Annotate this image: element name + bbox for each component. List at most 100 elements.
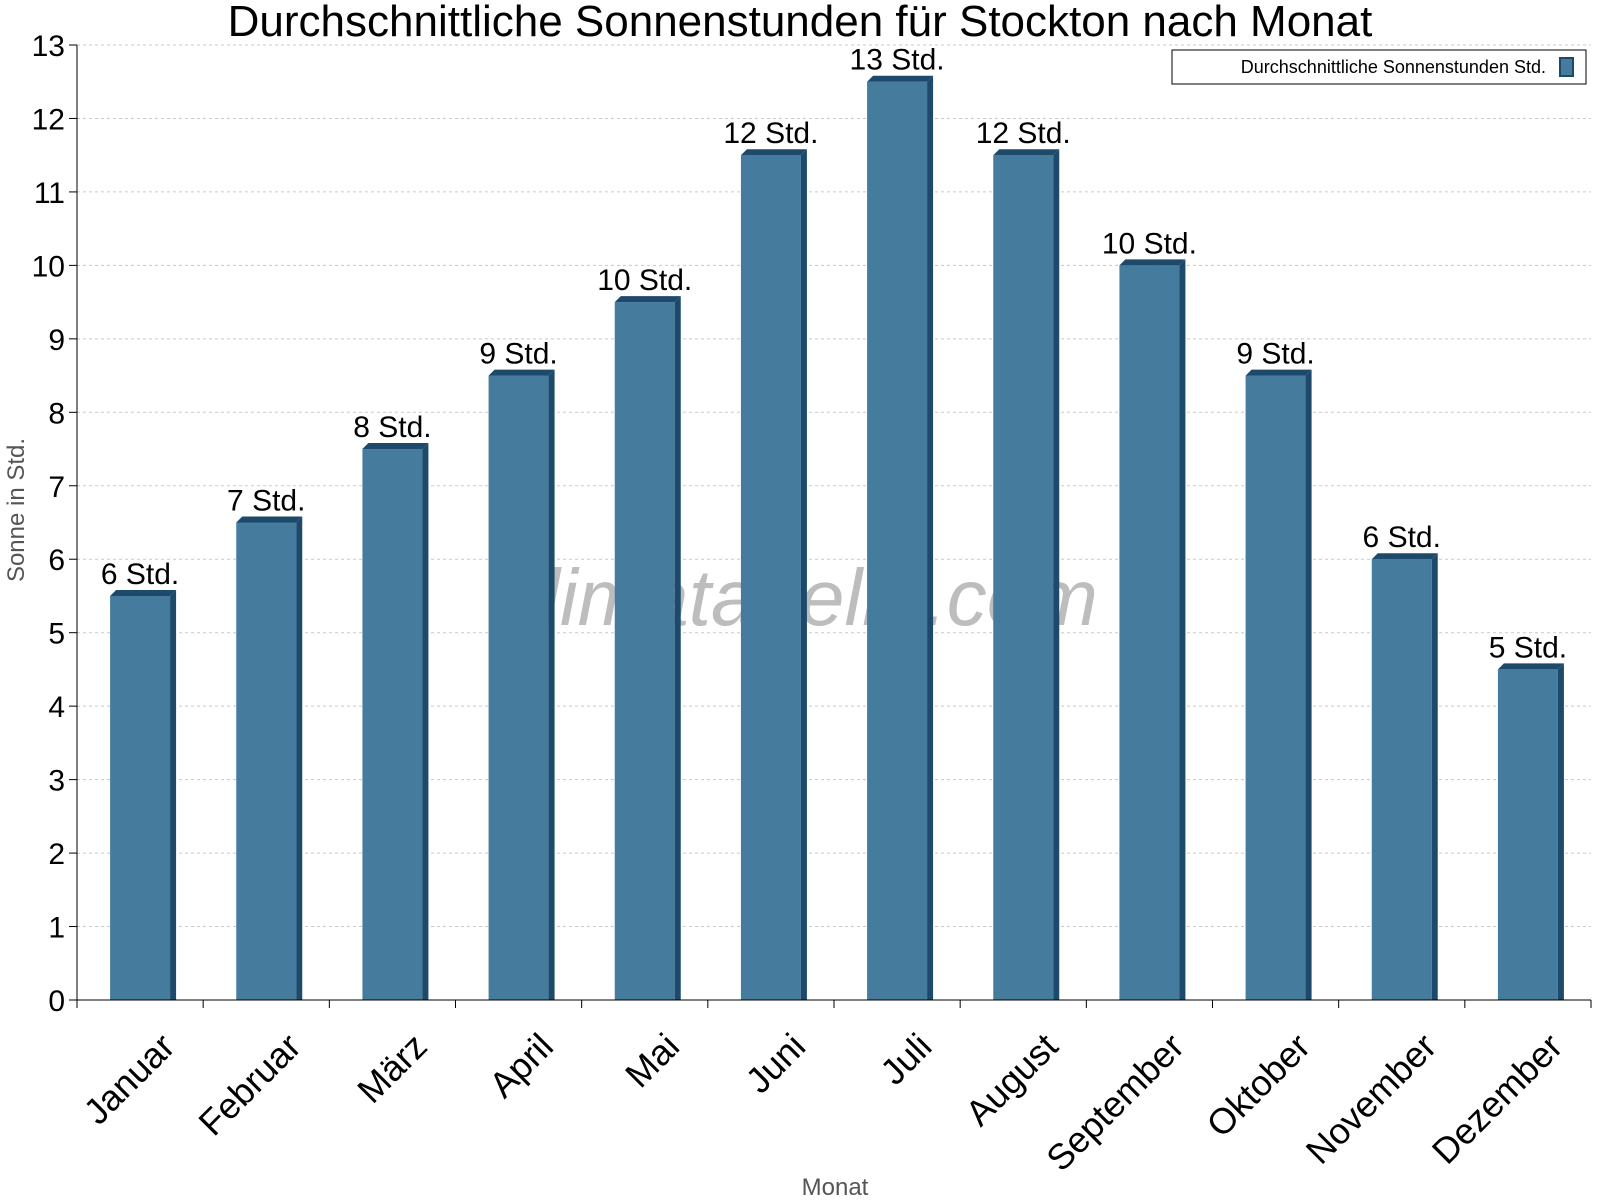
bar-face: [236, 522, 297, 1000]
bar-top: [614, 296, 681, 303]
bar-side: [800, 149, 807, 1000]
legend-box: [1171, 49, 1587, 85]
bar-side: [1053, 149, 1060, 1000]
y-tick-label: 3: [48, 765, 65, 798]
data-label: 5 Std.: [1489, 631, 1567, 664]
bar-top: [236, 516, 303, 523]
bar-märz: [362, 443, 429, 1000]
bar-face: [867, 81, 928, 1000]
bar-side: [1305, 369, 1312, 1001]
bars: [110, 75, 1564, 1001]
legend-label: Durchschnittliche Sonnenstunden Std.: [1241, 57, 1546, 77]
data-label: 12 Std.: [976, 117, 1071, 150]
y-tick-label: 4: [48, 691, 65, 724]
bar-top: [740, 149, 807, 156]
data-label: 13 Std.: [850, 44, 945, 77]
bar-september: [1119, 259, 1186, 1000]
y-tick-label: 13: [32, 30, 65, 63]
bar-face: [110, 595, 171, 1000]
bar-februar: [236, 516, 303, 1000]
x-tick-label: Juni: [738, 1025, 814, 1101]
bar-top: [867, 75, 934, 82]
bar-face: [614, 302, 675, 1001]
bar-juni: [740, 149, 807, 1000]
y-tick-label: 0: [48, 985, 65, 1018]
bar-dezember: [1497, 663, 1564, 1000]
y-tick-label: 9: [48, 324, 65, 357]
bar-side: [674, 296, 681, 1001]
bar-side: [296, 516, 303, 1000]
y-tick-label: 12: [32, 103, 65, 136]
y-tick-label: 11: [34, 177, 65, 210]
bar-face: [1119, 265, 1180, 1000]
bar-top: [362, 443, 429, 450]
data-label: 10 Std.: [597, 264, 692, 297]
bar-top: [488, 369, 555, 376]
bar-side: [422, 443, 429, 1000]
x-tick-label: Oktober: [1198, 1025, 1318, 1145]
axes: [69, 44, 1592, 1008]
bar-face: [488, 375, 549, 1001]
bar-face: [993, 155, 1054, 1000]
chart-title: Durchschnittliche Sonnenstunden für Stoc…: [228, 0, 1373, 46]
bar-top: [1371, 553, 1438, 560]
y-axis-label: Sonne in Std.: [3, 438, 30, 582]
bar-side: [548, 369, 555, 1001]
data-label: 6 Std.: [101, 558, 179, 591]
legend: Durchschnittliche Sonnenstunden Std.: [1171, 49, 1587, 85]
x-tick-label: Juli: [872, 1025, 939, 1092]
x-tick-label: Mai: [617, 1025, 687, 1095]
x-tick-label: September: [1038, 1025, 1192, 1179]
data-label: 9 Std.: [479, 338, 557, 371]
y-tick-label: 8: [48, 397, 65, 430]
data-labels: 6 Std. 7 Std. 8 Std. 9 Std. 10 Std. 12 Std. 13…: [101, 44, 1567, 665]
x-axis-label: Monat: [802, 1174, 869, 1200]
bar-top: [1245, 369, 1312, 376]
bar-side: [1431, 553, 1438, 1000]
bar-april: [488, 369, 555, 1001]
x-tick-label: März: [349, 1025, 435, 1111]
data-label: 12 Std.: [723, 117, 818, 150]
x-tick-label: April: [481, 1025, 561, 1105]
bar-top: [1119, 259, 1186, 266]
x-tick-label: Februar: [190, 1025, 308, 1143]
bar-august: [993, 149, 1060, 1000]
x-tick-label: August: [957, 1025, 1065, 1133]
x-tick-labels: Januar Februar März April Mai Juni Juli AugustS…: [76, 1025, 1571, 1179]
data-label: 10 Std.: [1102, 227, 1197, 260]
bar-top: [993, 149, 1060, 156]
bar-side: [170, 589, 177, 1000]
bar-face: [362, 449, 423, 1000]
grid-lines: [77, 44, 1591, 928]
y-tick-label: 7: [48, 471, 65, 504]
bar-juli: [867, 75, 934, 1000]
bar-mai: [614, 296, 681, 1001]
bar-top: [110, 589, 177, 596]
bar-november: [1371, 553, 1438, 1000]
data-label: 9 Std.: [1236, 338, 1314, 371]
x-tick-label: November: [1298, 1025, 1444, 1171]
bar-januar: [110, 589, 177, 1000]
bar-top: [1497, 663, 1564, 670]
bar-face: [740, 155, 801, 1000]
bar-face: [1245, 375, 1306, 1001]
y-tick-label: 5: [48, 618, 65, 651]
x-tick-label: Januar: [76, 1025, 183, 1132]
bar-side: [1557, 663, 1564, 1000]
y-tick-label: 2: [48, 838, 65, 871]
y-tick-label: 1: [48, 912, 65, 945]
data-label: 8 Std.: [353, 411, 431, 444]
data-label: 6 Std.: [1363, 521, 1441, 554]
x-tick-label: Dezember: [1424, 1025, 1570, 1171]
bar-face: [1497, 669, 1558, 1000]
legend-swatch: [1559, 57, 1574, 77]
bar-side: [1179, 259, 1186, 1000]
bar-face: [1371, 559, 1432, 1000]
y-tick-label: 10: [32, 250, 65, 283]
bar-oktober: [1245, 369, 1312, 1001]
y-tick-label: 6: [48, 544, 65, 577]
bar-side: [927, 75, 934, 1000]
data-label: 7 Std.: [227, 485, 305, 518]
